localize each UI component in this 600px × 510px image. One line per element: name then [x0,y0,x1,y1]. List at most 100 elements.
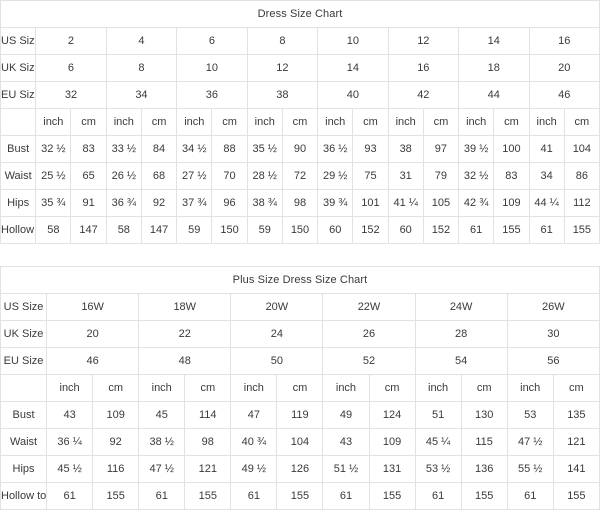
cell-hips-6: 38 ¾ [246,189,283,217]
cell-waist-12: 32 ½ [458,162,495,190]
cell-bust-4: 47 [230,401,278,429]
cell-uk-size-5: 16 [387,54,460,82]
unit-header-cm-15: cm [563,108,600,136]
cell-bust-12: 39 ½ [458,135,495,163]
cell-hips-0: 35 ¾ [35,189,72,217]
cell-hollow-to-floor-14: 61 [528,216,565,244]
cell-waist-2: 38 ½ [138,428,186,456]
cell-waist-4: 27 ½ [176,162,213,190]
size-row-eu-size: EU Size 46 48 50 52 54 56 [0,347,600,375]
measure-row-hips: Hips 45 ½ 116 47 ½ 121 49 ½ 126 51 ½ 131 53 ½ 136 5… [0,455,600,483]
unit-header-inch-6: inch [322,374,370,402]
plus-size-dress-size-chart-body: Plus Size Dress Size Chart US Size 16W 18W 2… [0,266,600,510]
cell-bust-6: 49 [322,401,370,429]
cell-waist-7: 72 [281,162,319,190]
plus-size-dress-size-chart-container: Plus Size Dress Size Chart US Size 16W 18W 2… [0,266,600,510]
cell-bust-15: 104 [563,135,600,163]
cell-hips-12: 42 ¾ [458,189,495,217]
cell-uk-size-5: 30 [506,320,600,348]
cell-hips-11: 105 [422,189,460,217]
cell-us-size-2: 6 [176,27,248,55]
cell-us-size-1: 4 [105,27,178,55]
cell-waist-0: 36 ¼ [46,428,94,456]
cell-bust-14: 41 [528,135,565,163]
unit-header-inch-12: inch [458,108,495,136]
unit-header-blank-label [0,108,37,136]
cell-us-size-7: 16 [528,27,600,55]
cell-waist-10: 31 [387,162,424,190]
cell-eu-size-0: 46 [46,347,140,375]
cell-us-size-3: 22W [322,293,416,321]
cell-hollow-to-floor-10: 61 [506,482,554,510]
size-row-us-size: US Size 16W 18W 20W 22W 24W 26W [0,293,600,321]
cell-hollow-to-floor-2: 61 [138,482,186,510]
cell-hollow-to-floor-0: 58 [35,216,72,244]
unit-header-inch-10: inch [387,108,424,136]
cell-hips-3: 92 [140,189,178,217]
cell-hollow-to-floor-12: 61 [458,216,495,244]
cell-hollow-to-floor-7: 155 [368,482,416,510]
cell-hips-15: 112 [563,189,600,217]
unit-header-cm-7: cm [368,374,416,402]
cell-waist-9: 115 [460,428,508,456]
measure-row-hollow-to-floor: Hollow to Floor6115561155611556115561155… [0,482,600,510]
cell-uk-size-4: 14 [317,54,389,82]
cell-eu-size-0: 32 [35,81,107,109]
cell-hips-6: 51 ½ [322,455,370,483]
cell-bust-7: 124 [368,401,416,429]
unit-header-inch-4: inch [230,374,278,402]
size-row-eu-size: EU Size3234363840424446 [0,81,600,109]
cell-hips-9: 136 [460,455,508,483]
cell-bust-9: 93 [352,135,389,163]
cell-bust-0: 43 [46,401,94,429]
cell-bust-11: 135 [552,401,600,429]
row-label-hips: Hips [0,189,37,217]
cell-eu-size-5: 42 [387,81,460,109]
cell-waist-9: 75 [352,162,389,190]
cell-bust-2: 45 [138,401,186,429]
measure-row-waist: Waist 36 ¼ 92 38 ½ 98 40 ¾ 104 43 109 45 ¼ 115 47 ½… [0,428,600,456]
cell-bust-6: 35 ½ [246,135,283,163]
cell-hollow-to-floor-2: 58 [105,216,142,244]
cell-hips-10: 55 ½ [506,455,554,483]
unit-header-cm-11: cm [422,108,460,136]
cell-hollow-to-floor-1: 147 [70,216,107,244]
unit-header-inch-2: inch [138,374,186,402]
cell-eu-size-2: 36 [176,81,248,109]
cell-us-size-3: 8 [246,27,319,55]
cell-uk-size-2: 24 [230,320,324,348]
cell-waist-6: 28 ½ [246,162,283,190]
cell-hips-2: 36 ¾ [105,189,142,217]
cell-bust-11: 97 [422,135,460,163]
cell-eu-size-1: 34 [105,81,178,109]
cell-waist-10: 47 ½ [506,428,554,456]
cell-us-size-0: 16W [46,293,140,321]
unit-header-cm-1: cm [70,108,107,136]
unit-header-blank-label [0,374,48,402]
cell-bust-10: 53 [506,401,554,429]
cell-us-size-0: 2 [35,27,107,55]
cell-hollow-to-floor-5: 155 [276,482,324,510]
cell-hips-10: 41 ¼ [387,189,424,217]
cell-bust-10: 38 [387,135,424,163]
cell-uk-size-4: 28 [414,320,508,348]
cell-hollow-to-floor-3: 147 [140,216,178,244]
cell-bust-3: 84 [140,135,178,163]
chart-title: Plus Size Dress Size Chart [0,266,600,294]
cell-eu-size-5: 56 [506,347,600,375]
unit-header-inch-0: inch [35,108,72,136]
cell-waist-5: 104 [276,428,324,456]
cell-us-size-1: 18W [138,293,232,321]
row-label-hollow-to-floor: Hollow to Floor [0,216,37,244]
cell-hips-8: 53 ½ [414,455,462,483]
cell-hips-2: 47 ½ [138,455,186,483]
cell-hollow-to-floor-15: 155 [563,216,600,244]
cell-hips-7: 131 [368,455,416,483]
cell-hips-7: 98 [281,189,319,217]
cell-hollow-to-floor-5: 150 [211,216,248,244]
cell-uk-size-2: 10 [176,54,248,82]
cell-hollow-to-floor-6: 59 [246,216,283,244]
